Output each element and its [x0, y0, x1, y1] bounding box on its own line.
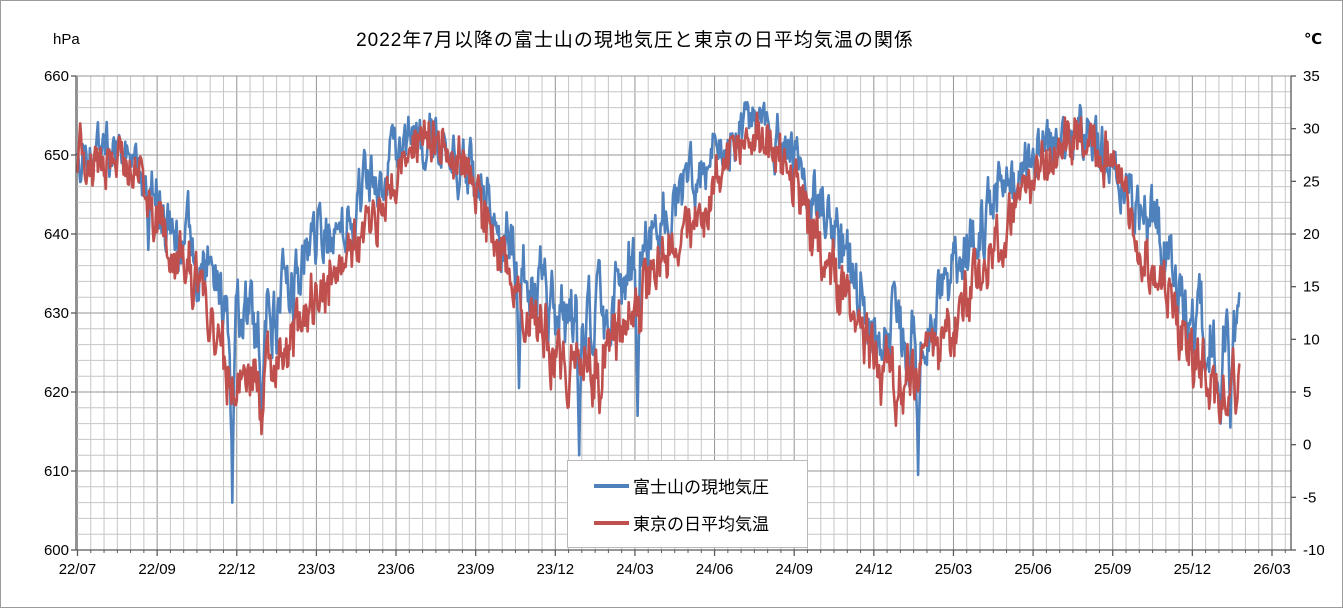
x-axis-tick-label: 25/06 [1014, 561, 1052, 578]
left-axis-tick-label: 600 [44, 542, 69, 559]
x-axis-tick-label: 22/12 [218, 561, 256, 578]
left-axis-tick-label: 650 [44, 147, 69, 164]
x-axis-tick-label: 22/09 [138, 561, 176, 578]
right-axis-unit-label: ℃ [1304, 31, 1323, 48]
series-line-tokyo-temperature [76, 111, 1241, 436]
legend-label-fuji-pressure: 富士山の現地気圧 [633, 478, 769, 497]
right-axis-tick-label: -5 [1303, 489, 1316, 506]
x-axis-tick-label: 24/09 [775, 561, 813, 578]
legend-item-tokyo-temperature: 東京の日平均気温 [594, 510, 807, 535]
legend-item-fuji-pressure: 富士山の現地気圧 [594, 473, 807, 498]
x-axis-tick-label: 23/12 [537, 561, 575, 578]
x-axis-tick-label: 24/03 [616, 561, 654, 578]
x-axis-tick-label: 26/03 [1253, 561, 1291, 578]
x-axis-tick-label: 25/09 [1094, 561, 1132, 578]
x-axis-tick-label: 25/03 [935, 561, 973, 578]
left-axis-tick-label: 610 [44, 463, 69, 480]
left-axis-tick-label: 630 [44, 305, 69, 322]
left-axis-tick-label: 660 [44, 68, 69, 85]
x-axis-tick-label: 23/06 [377, 561, 415, 578]
chart-title: 2022年7月以降の富士山の現地気圧と東京の日平均気温の関係 [356, 30, 914, 51]
x-axis-tick-label: 24/06 [696, 561, 734, 578]
series-line-fuji-pressure [76, 101, 1241, 504]
right-axis-tick-label: 0 [1303, 437, 1311, 454]
x-axis-tick-label: 23/09 [457, 561, 495, 578]
right-axis-tick-label: 15 [1303, 279, 1320, 296]
x-axis-tick-label: 25/12 [1174, 561, 1212, 578]
left-axis-tick-label: 640 [44, 226, 69, 243]
right-axis-tick-label: 10 [1303, 331, 1320, 348]
right-axis-tick-label: 35 [1303, 68, 1320, 85]
series-line-sample-blue [594, 483, 629, 488]
left-axis-unit-label: hPa [53, 31, 80, 48]
x-axis-tick-label: 24/12 [855, 561, 893, 578]
right-axis-tick-label: 30 [1303, 121, 1320, 138]
x-axis-tick-label: 22/07 [59, 561, 97, 578]
legend: 富士山の現地気圧 東京の日平均気温 [567, 460, 808, 548]
legend-label-tokyo-temperature: 東京の日平均気温 [633, 515, 769, 534]
right-axis-tick-label: 5 [1303, 384, 1311, 401]
right-axis-tick-label: -10 [1303, 542, 1325, 559]
right-axis-tick-label: 20 [1303, 226, 1320, 243]
series-line-sample-red [594, 520, 629, 525]
x-axis-tick-label: 23/03 [298, 561, 336, 578]
left-axis-tick-label: 620 [44, 384, 69, 401]
right-axis-tick-label: 25 [1303, 173, 1320, 190]
